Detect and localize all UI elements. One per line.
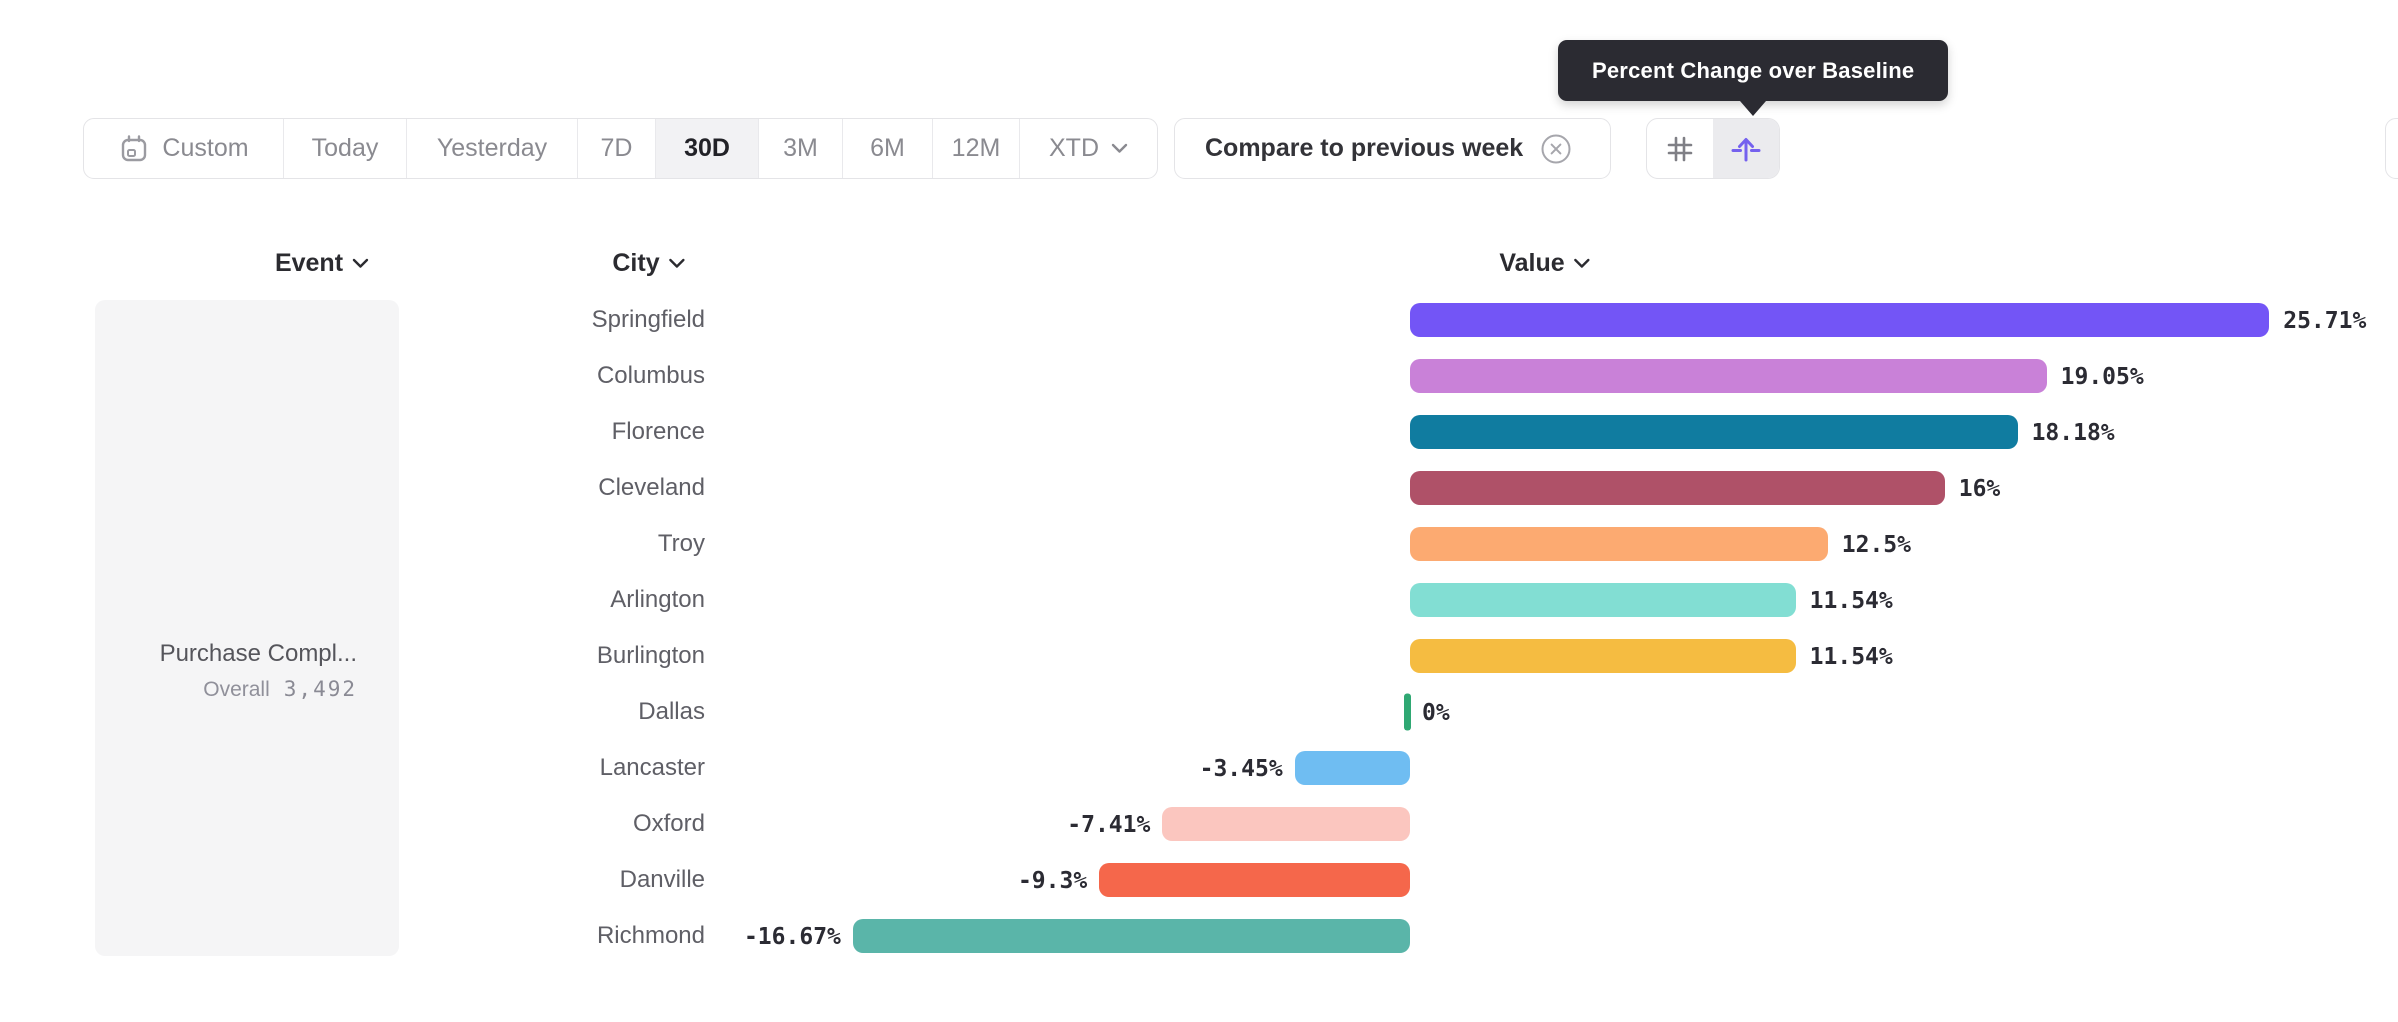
date-range-label: 6M: [870, 134, 905, 162]
date-range-label: Yesterday: [436, 134, 548, 162]
city-label: Danville: [619, 866, 705, 893]
value-label: -9.3%: [1017, 868, 1088, 894]
date-range-label: XTD: [1049, 134, 1099, 162]
baseline-arrow-toggle-button[interactable]: [1713, 119, 1779, 178]
bar-arlington[interactable]: [1410, 583, 1796, 617]
view-toggle-group: [1646, 118, 1780, 179]
date-range-12m[interactable]: 12M: [933, 119, 1020, 178]
date-range-label: 30D: [684, 134, 730, 162]
column-header-event[interactable]: Event: [275, 248, 369, 278]
column-header-city[interactable]: City: [612, 248, 685, 278]
tooltip-arrow: [1740, 101, 1767, 116]
chevron-down-icon: [1574, 258, 1590, 268]
bar-burlington[interactable]: [1410, 639, 1796, 673]
city-label: Columbus: [596, 362, 705, 389]
city-label: Lancaster: [599, 754, 705, 781]
city-label: Burlington: [596, 642, 705, 669]
date-range-label: Today: [311, 134, 379, 162]
bar-springfield[interactable]: [1410, 303, 2270, 337]
date-range-custom[interactable]: Custom: [84, 119, 284, 178]
bar-lancaster[interactable]: [1294, 751, 1410, 785]
column-header-value[interactable]: Value: [1499, 248, 1590, 278]
city-label: Oxford: [632, 810, 705, 837]
event-segment-label: Overall: [203, 678, 270, 701]
event-card[interactable]: Purchase Compl... Overall 3,492: [95, 300, 399, 956]
column-header-label: Value: [1499, 248, 1565, 277]
tooltip-percent-change: Percent Change over Baseline: [1558, 40, 1949, 116]
bar-richmond[interactable]: [852, 919, 1410, 953]
compare-pill[interactable]: Compare to previous week: [1174, 118, 1611, 179]
grid-icon: [1667, 136, 1693, 161]
bar-cleveland[interactable]: [1410, 471, 1945, 505]
value-label: 16%: [1958, 476, 2001, 502]
date-range-label: 12M: [951, 134, 1001, 162]
date-range-3m[interactable]: 3M: [759, 119, 843, 178]
value-label: 0%: [1422, 700, 1450, 726]
grid-toggle-button[interactable]: [1647, 119, 1713, 178]
city-label: Troy: [657, 530, 705, 557]
value-label: 25.71%: [2283, 308, 2367, 334]
value-label: -16.67%: [743, 924, 841, 950]
value-label: 11.54%: [1809, 588, 1893, 614]
column-header-label: City: [612, 248, 660, 277]
city-label: Florence: [611, 418, 705, 445]
city-label: Springfield: [591, 306, 705, 333]
remove-circle-icon[interactable]: [1539, 132, 1573, 166]
calendar-icon: [122, 134, 147, 161]
event-subrow: Overall 3,492: [203, 677, 357, 702]
date-range-30d[interactable]: 30D: [656, 119, 759, 178]
value-label: 18.18%: [2031, 420, 2115, 446]
tooltip-text: Percent Change over Baseline: [1592, 57, 1915, 83]
date-range-label: 3M: [783, 134, 818, 162]
zero-baseline-tick[interactable]: [1404, 693, 1411, 731]
chevron-down-icon: [669, 258, 685, 268]
date-range-today[interactable]: Today: [284, 119, 407, 178]
bar-columbus[interactable]: [1410, 359, 2047, 393]
city-label: Richmond: [596, 922, 705, 949]
chevron-down-icon: [1111, 143, 1128, 153]
date-range-6m[interactable]: 6M: [843, 119, 933, 178]
value-label: 12.5%: [1841, 532, 1911, 558]
date-range-control: Custom Today Yesterday 7D 30D 3M 6M 12M XTD: [83, 118, 1158, 179]
bar-florence[interactable]: [1410, 415, 2018, 449]
bar-troy[interactable]: [1410, 527, 1828, 561]
baseline-arrow-icon: [1731, 137, 1761, 161]
date-range-xtd[interactable]: XTD: [1020, 119, 1157, 178]
city-label: Cleveland: [598, 474, 705, 501]
value-label: -7.41%: [1067, 812, 1151, 838]
column-header-label: Event: [274, 248, 344, 277]
date-range-label: Custom: [162, 134, 249, 162]
bar-oxford[interactable]: [1162, 807, 1410, 841]
date-range-yesterday[interactable]: Yesterday: [407, 119, 578, 178]
value-label: 11.54%: [1809, 644, 1893, 670]
value-label: 19.05%: [2060, 364, 2144, 390]
value-label: -3.45%: [1199, 756, 1283, 782]
city-label: Dallas: [638, 698, 705, 725]
event-name: Purchase Compl...: [159, 640, 357, 667]
city-label: Arlington: [610, 586, 705, 613]
date-range-label: 7D: [600, 134, 633, 162]
chevron-down-icon: [352, 258, 369, 268]
date-range-7d[interactable]: 7D: [578, 119, 656, 178]
compare-label: Compare to previous week: [1205, 134, 1524, 162]
bar-danville[interactable]: [1099, 863, 1410, 897]
event-segment-value: 3,492: [283, 677, 357, 701]
